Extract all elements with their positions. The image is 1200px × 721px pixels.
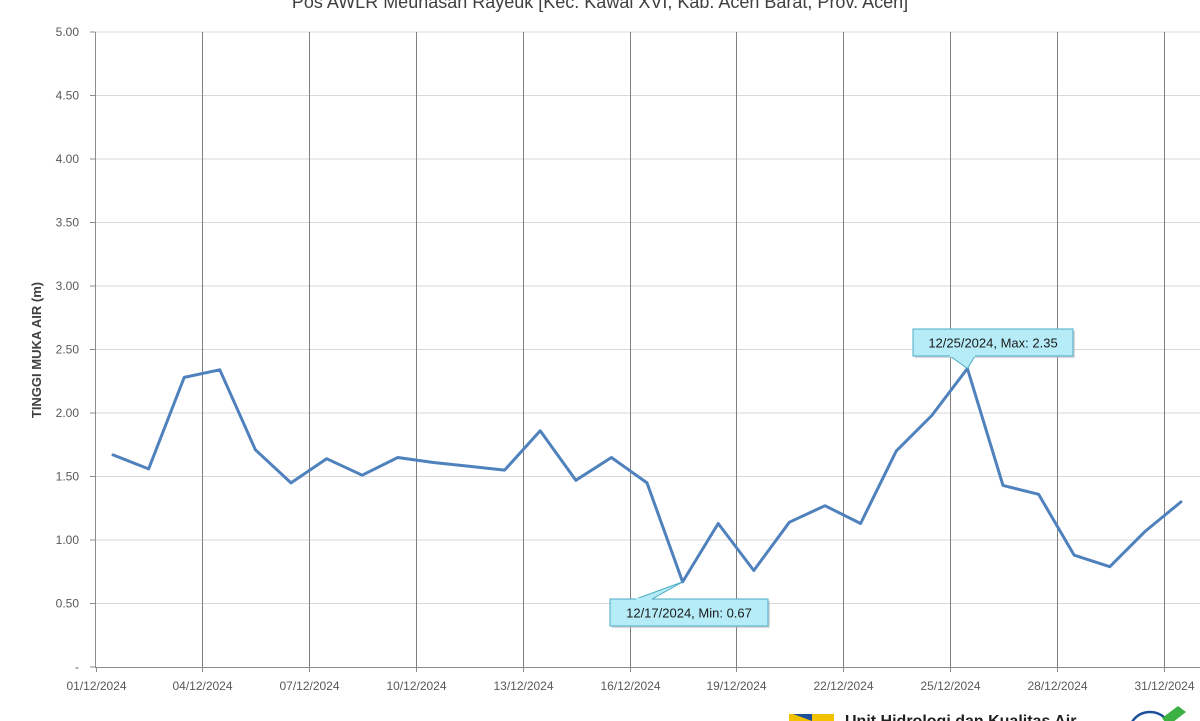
data-callout: 12/25/2024, Max: 2.35 [912, 328, 1075, 370]
x-tick-label: 04/12/2024 [172, 679, 232, 693]
y-tick-label: 2.00 [56, 406, 80, 420]
org-name: Unit Hidrologi dan Kualitas Air [845, 713, 1076, 721]
callout-label: 12/25/2024, Max: 2.35 [928, 336, 1057, 351]
y-tick-label: 4.50 [56, 89, 80, 103]
x-tick-label: 01/12/2024 [66, 679, 126, 693]
series-layer [111, 367, 1183, 584]
x-tick-label: 28/12/2024 [1027, 679, 1087, 693]
x-tick-label: 07/12/2024 [279, 679, 339, 693]
series-line [111, 367, 1183, 584]
x-tick-labels: 01/12/2024 04/12/2024 07/12/2024 10/12/2024… [66, 679, 1194, 693]
x-tick-label: 16/12/2024 [600, 679, 660, 693]
y-tick-label: 4.00 [56, 152, 80, 166]
x-tick-label: 19/12/2024 [706, 679, 766, 693]
x-tick-label: 25/12/2024 [920, 679, 980, 693]
x-tick-label: 10/12/2024 [386, 679, 446, 693]
y-tick-label: 1.00 [56, 533, 80, 547]
footer: Unit Hidrologi dan Kualitas Air [789, 706, 1186, 721]
callout-box [609, 598, 769, 627]
callout-box [912, 328, 1074, 357]
y-axis-label: TINGGI MUKA AIR (m) [29, 282, 44, 418]
chart-title: Pos AWLR Meunasah Rayeuk [Kec. Kawai XVI… [292, 0, 908, 12]
y-tick-label: 1.50 [56, 470, 80, 484]
org-logo-icon [789, 714, 834, 721]
callout-pointer [635, 581, 683, 600]
callout-label: 12/17/2024, Min: 0.67 [626, 606, 752, 621]
y-tick-label: 0.50 [56, 597, 80, 611]
annotations: 12/17/2024, Min: 0.67 12/25/2024, Max: 2.… [609, 328, 1075, 628]
x-tick-label: 22/12/2024 [813, 679, 873, 693]
y-tick-label: 3.00 [56, 279, 80, 293]
certification-badge-icon [1131, 706, 1186, 721]
y-tick-label: 3.50 [56, 216, 80, 230]
y-tick-label: 5.00 [56, 25, 80, 39]
data-callout: 12/17/2024, Min: 0.67 [609, 581, 770, 628]
axes [90, 31, 1200, 672]
x-tick-label: 31/12/2024 [1134, 679, 1194, 693]
y-tick-label: 2.50 [56, 343, 80, 357]
y-tick-label: - [75, 660, 79, 674]
y-tick-labels: - 0.50 1.00 1.50 2.00 2.50 3.00 3.50 4.00 4.50 5.0… [56, 25, 80, 674]
callout-pointer [948, 355, 976, 370]
x-tick-label: 13/12/2024 [493, 679, 553, 693]
